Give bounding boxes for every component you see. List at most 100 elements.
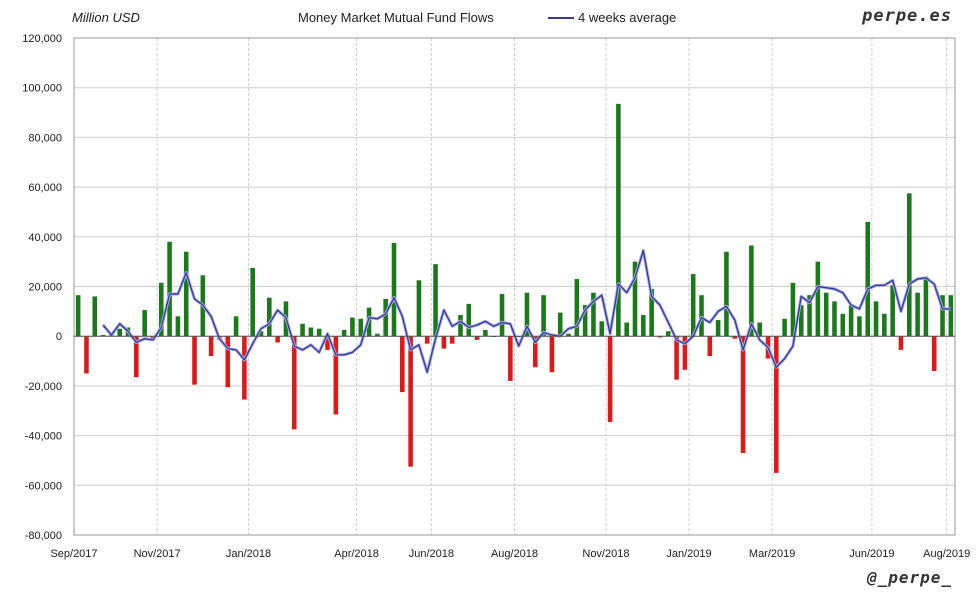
flow-bar — [350, 317, 355, 337]
average-line-group — [101, 248, 951, 374]
flow-bar — [208, 336, 214, 357]
flow-bar — [117, 328, 122, 337]
x-tick-label: Aug/2019 — [923, 548, 970, 560]
flow-bar — [375, 333, 380, 337]
flow-bar — [167, 241, 172, 337]
flow-bar — [682, 336, 688, 370]
flow-bar — [873, 301, 879, 337]
flow-bar — [142, 310, 147, 337]
flow-bar — [400, 336, 405, 393]
flow-bar — [707, 336, 713, 357]
y-tick-label: -40,000 — [25, 431, 62, 443]
flow-bar — [541, 295, 546, 337]
y-tick-label: 60,000 — [28, 182, 62, 194]
flow-bar — [848, 305, 854, 337]
x-axis-ticks: Sep/2017 Nov/2017 Jan/2018 Apr/2018 Jun/2018… — [50, 548, 970, 560]
flow-bar — [732, 336, 738, 339]
flow-bar — [250, 267, 255, 337]
plot-frame — [73, 37, 956, 536]
author-handle: @_perpe_ — [866, 568, 952, 587]
y-tick-label: -60,000 — [25, 480, 62, 492]
average-line — [102, 249, 951, 373]
flow-bar — [325, 336, 330, 350]
flow-bar — [915, 292, 920, 337]
flow-bar — [749, 245, 754, 337]
bar-series — [75, 103, 954, 473]
y-tick-label: 120,000 — [22, 33, 62, 45]
flow-bar — [524, 292, 530, 337]
x-tick-label: Jun/2018 — [409, 548, 454, 560]
flow-bar — [907, 193, 912, 337]
flow-bar — [607, 336, 613, 422]
flow-bar — [192, 336, 197, 385]
flow-bar — [840, 313, 846, 337]
flow-bar — [275, 336, 280, 343]
x-tick-label: Mar/2019 — [749, 548, 795, 560]
flow-bar — [291, 336, 297, 430]
flow-bar — [499, 293, 505, 337]
flow-bar — [641, 315, 646, 337]
flow-bar — [832, 301, 837, 337]
flow-bar — [75, 295, 81, 337]
flow-bar — [740, 336, 746, 453]
flow-bar — [782, 318, 787, 337]
x-tick-label: Jan/2019 — [666, 548, 711, 560]
flow-bar — [566, 333, 571, 337]
flow-bar — [898, 336, 904, 350]
flow-bar — [466, 303, 472, 337]
y-tick-label: 100,000 — [22, 83, 62, 95]
y-tick-label: 0 — [56, 331, 62, 343]
y-tick-label: 80,000 — [28, 132, 62, 144]
flow-bar — [458, 315, 463, 337]
flow-bar — [549, 336, 555, 373]
flow-bar — [483, 329, 488, 337]
flow-bar — [923, 276, 929, 337]
flow-bar — [699, 295, 704, 337]
flow-bar — [724, 251, 729, 337]
flow-bar — [532, 336, 538, 368]
flow-bar — [134, 336, 139, 378]
flow-bar — [624, 322, 629, 337]
flow-bar — [599, 321, 605, 337]
flow-bar — [865, 221, 871, 337]
x-tick-label: Nov/2018 — [582, 548, 629, 560]
flow-bar — [665, 331, 671, 337]
plot-border — [73, 37, 956, 536]
flow-bar — [258, 331, 264, 337]
flow-bar — [582, 305, 588, 337]
flow-bar — [233, 316, 239, 337]
y-tick-label: 40,000 — [28, 232, 62, 244]
flow-bar — [807, 295, 812, 337]
flow-bar — [183, 251, 189, 337]
x-tick-label: Jan/2018 — [226, 548, 271, 560]
x-tick-label: Jun/2019 — [849, 548, 894, 560]
legend: 4 weeks average — [548, 10, 676, 25]
flow-bar — [674, 336, 679, 380]
flow-bar — [100, 334, 106, 337]
flow-bar — [857, 316, 862, 337]
flow-bar — [508, 336, 513, 381]
flow-bar — [757, 322, 762, 337]
x-tick-label: Nov/2017 — [134, 548, 181, 560]
flow-bar — [557, 312, 563, 337]
y-tick-label: -80,000 — [25, 530, 62, 542]
legend-line-swatch — [548, 16, 574, 19]
flow-bar — [882, 313, 887, 337]
unit-label: Million USD — [72, 10, 140, 25]
flow-bar — [790, 282, 796, 337]
flow-bar — [474, 336, 480, 340]
y-tick-label: 20,000 — [28, 282, 62, 294]
flow-bar — [715, 320, 721, 337]
flow-bar — [408, 336, 413, 467]
flow-bar — [798, 305, 804, 337]
flow-bar — [84, 336, 89, 374]
flow-bar — [931, 336, 937, 371]
flow-bar — [158, 282, 164, 337]
flow-bar — [591, 292, 596, 337]
flow-bar — [267, 297, 272, 337]
x-tick-label: Apr/2018 — [334, 548, 379, 560]
flow-bar — [449, 336, 455, 344]
flow-bar — [774, 336, 779, 473]
flow-bar — [948, 295, 954, 337]
